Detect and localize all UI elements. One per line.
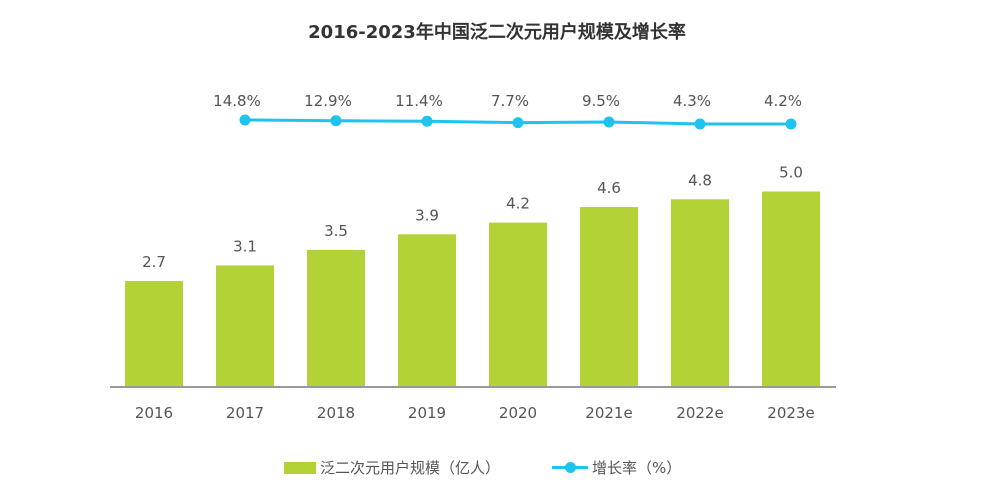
x-tick-label: 2019 xyxy=(408,404,446,422)
bar xyxy=(125,280,183,386)
bar-data-label: 2.7 xyxy=(142,253,166,271)
x-tick-label: 2018 xyxy=(317,404,355,422)
growth-point xyxy=(694,118,706,130)
legend-bar-label: 泛二次元用户规模（亿人） xyxy=(320,459,501,477)
bar xyxy=(671,199,729,386)
bar-data-label: 4.6 xyxy=(597,179,621,197)
x-tick-label: 2023e xyxy=(767,404,814,422)
growth-data-label: 14.8% xyxy=(213,92,261,110)
bar xyxy=(398,234,456,386)
legend: 泛二次元用户规模（亿人） 增长率（%） xyxy=(284,457,681,478)
legend-line-swatch xyxy=(552,462,589,473)
growth-point xyxy=(785,118,797,130)
x-tick-label: 2016 xyxy=(135,404,173,422)
x-tick-label: 2017 xyxy=(226,404,264,422)
chart-title: 2016-2023年中国泛二次元用户规模及增长率 xyxy=(308,22,686,43)
bar xyxy=(762,191,820,386)
growth-data-label: 9.5% xyxy=(582,92,620,110)
bar-data-label: 5.0 xyxy=(779,164,803,182)
bar xyxy=(307,249,365,386)
growth-point xyxy=(239,114,251,126)
bar xyxy=(489,222,547,386)
bar-data-label: 4.8 xyxy=(688,171,712,189)
growth-point xyxy=(512,117,524,129)
growth-data-label: 4.2% xyxy=(764,92,802,110)
growth-point xyxy=(603,116,615,128)
bar-data-label: 3.5 xyxy=(324,222,348,240)
bar xyxy=(580,207,638,386)
growth-data-label: 12.9% xyxy=(304,92,352,110)
bar-data-label: 3.1 xyxy=(233,237,257,255)
legend-line-label: 增长率（%） xyxy=(592,459,682,477)
growth-data-label: 11.4% xyxy=(395,92,443,110)
x-tick-label: 2021e xyxy=(585,404,632,422)
x-tick-label: 2022e xyxy=(676,404,723,422)
x-tick-label: 2020 xyxy=(499,404,537,422)
bar-data-label: 3.9 xyxy=(415,206,439,224)
legend-bar-swatch xyxy=(284,461,316,474)
bar-data-label: 4.2 xyxy=(506,195,530,213)
bar xyxy=(216,265,274,386)
growth-data-label: 4.3% xyxy=(673,92,711,110)
growth-data-label: 7.7% xyxy=(491,92,529,110)
growth-point xyxy=(330,115,342,127)
growth-point xyxy=(421,115,433,127)
